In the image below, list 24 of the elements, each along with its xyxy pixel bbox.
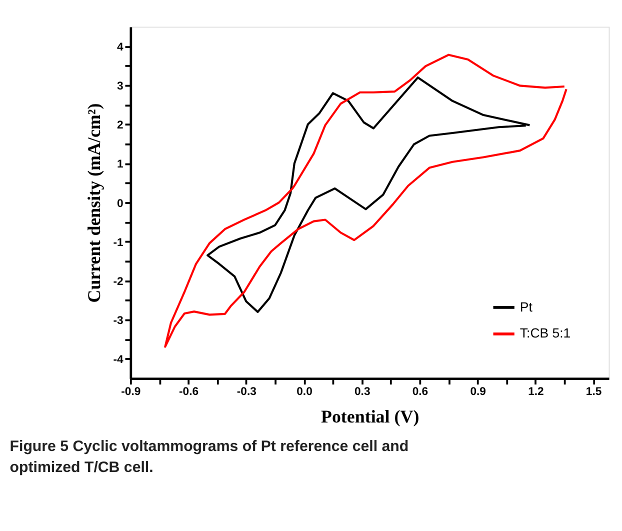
- x-tick-label: 1.5: [586, 386, 602, 398]
- y-tick-label: 0: [117, 198, 124, 210]
- line-series: [206, 76, 531, 313]
- x-tick-label: -0.9: [121, 386, 141, 398]
- y-tick-label: -2: [113, 276, 124, 288]
- x-tick-label: 0.0: [296, 386, 312, 398]
- legend-label: Pt: [520, 299, 533, 314]
- y-tick-label: -1: [113, 236, 124, 249]
- y-tick-label: 1: [117, 158, 124, 171]
- y-tick-label: 3: [117, 80, 124, 93]
- x-tick-label: 0.6: [412, 386, 428, 398]
- y-tick-label: 2: [117, 120, 124, 132]
- x-tick-label: 0.3: [354, 386, 370, 398]
- legend-label: T:CB 5:1: [520, 326, 571, 341]
- y-tick-label: 4: [117, 42, 124, 54]
- x-tick-label: 1.2: [528, 386, 544, 398]
- y-tick-label: -3: [113, 315, 124, 328]
- x-tick-label: -0.3: [236, 386, 256, 398]
- caption: Figure 5 Cyclic voltammograms of Pt reference cell and optimized T/CB cell.: [10, 438, 409, 476]
- y-tick-label: -4: [113, 354, 124, 366]
- y-axis-title: Current density (mA/cm²): [84, 103, 104, 303]
- x-axis-title: Potential (V): [320, 406, 420, 426]
- x-tick-label: -0.6: [179, 386, 199, 398]
- x-tick-label: 0.9: [470, 386, 486, 398]
